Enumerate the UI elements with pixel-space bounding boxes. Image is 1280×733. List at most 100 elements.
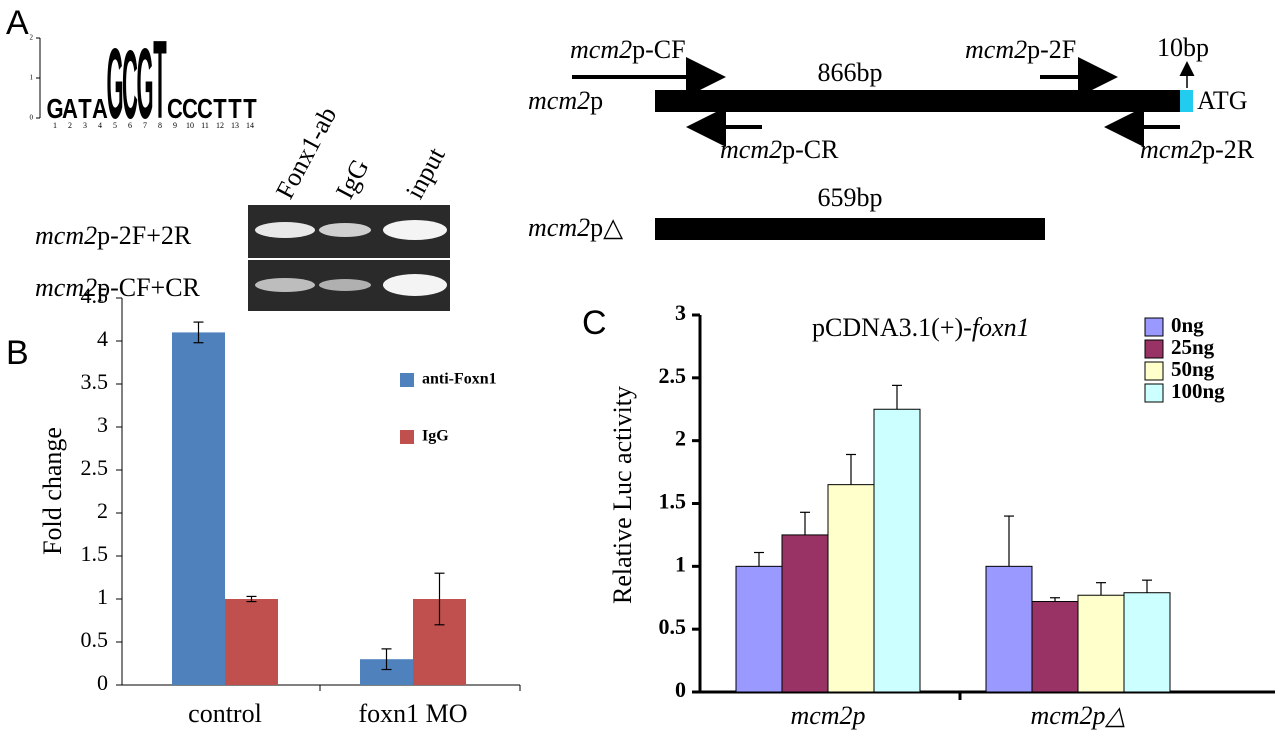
text-segment: pCDNA3.1(+)- — [812, 313, 972, 342]
text-segment: p — [590, 86, 603, 115]
x-tick-label: mcm2p — [790, 701, 865, 730]
text-segment: mcm2 — [35, 221, 97, 250]
length-label: 659bp — [818, 183, 883, 212]
lane-label: input — [400, 142, 451, 203]
text-segment: mcm2 — [570, 35, 632, 64]
bar — [225, 599, 278, 685]
promoter-bar — [655, 90, 1180, 112]
y-tick-label: 3 — [675, 300, 686, 325]
text-segment: foxn1 — [972, 313, 1030, 342]
gel-band — [319, 223, 371, 237]
text-segment: mcm2 — [1140, 135, 1202, 164]
legend-label: IgG — [422, 428, 449, 445]
text-segment: p△ — [590, 213, 623, 242]
logo-letter: C — [182, 94, 198, 125]
row-label: mcm2p-CF+CR — [35, 273, 201, 302]
y-tick-label: 1 — [97, 584, 108, 609]
text-segment: mcm2 — [35, 273, 97, 302]
legend-swatch — [400, 373, 414, 387]
legend-label: anti-Foxn1 — [422, 371, 497, 388]
bar — [985, 565, 1033, 693]
x-tick-label: control — [188, 699, 262, 728]
primer-label: mcm2p-2R — [1140, 135, 1255, 164]
logo-letter-group: G — [136, 28, 153, 140]
tick-label: 0 — [30, 114, 34, 122]
bar — [172, 332, 225, 685]
logo-letter: A — [62, 94, 78, 125]
position-label: 7 — [143, 121, 147, 130]
panel-label: B — [6, 334, 29, 372]
bar — [1077, 594, 1125, 693]
legend-swatch — [1144, 383, 1164, 403]
y-axis-label: Relative Luc activity — [608, 386, 637, 604]
legend-label: 25ng — [1171, 335, 1215, 359]
logo-letter: T — [213, 94, 227, 125]
logo-letter-group: C — [182, 94, 198, 125]
y-tick-label: 0 — [97, 670, 108, 695]
logo-letter: G — [106, 28, 123, 140]
logo-letter-group: T — [213, 94, 227, 125]
lane-label: IgG — [330, 154, 375, 203]
logo-letter: T — [78, 94, 92, 125]
legend-label: 0ng — [1171, 313, 1204, 337]
logo-letter: T — [153, 17, 166, 142]
logo-letter-group: G — [106, 28, 123, 140]
deletion-bar — [655, 218, 1045, 240]
length-label: 10bp — [1157, 33, 1209, 62]
text-segment: mcm2 — [528, 213, 590, 242]
text-segment: mcm2 — [720, 135, 782, 164]
logo-letter: T — [243, 94, 257, 125]
panel-label: C — [582, 304, 607, 342]
position-label: 2 — [68, 121, 72, 130]
logo-letter: C — [167, 94, 183, 125]
tick-label: 1 — [30, 74, 34, 82]
text-segment: p-2R — [1202, 135, 1255, 164]
position-label: 14 — [246, 121, 254, 130]
position-label: 13 — [231, 121, 239, 130]
logo-letter-group: T — [243, 94, 257, 125]
bar — [735, 565, 783, 693]
legend-label: 50ng — [1171, 357, 1215, 381]
panel-label: A — [6, 4, 29, 42]
y-axis-label: Fold change — [38, 427, 67, 555]
position-label: 10 — [186, 121, 194, 130]
logo-letter-group: C — [122, 30, 138, 139]
legend-swatch — [1144, 339, 1164, 359]
y-tick-label: 0.5 — [81, 627, 109, 652]
y-tick-label: 2.5 — [659, 363, 687, 388]
logo-letter: A — [92, 94, 108, 125]
position-label: 11 — [201, 121, 209, 130]
text-segment: mcm2 — [965, 35, 1027, 64]
bar — [1123, 592, 1171, 693]
logo-letter-group: C — [167, 94, 183, 125]
x-tick-label: mcm2p△ — [1030, 701, 1125, 730]
y-tick-label: 0.5 — [659, 614, 687, 639]
legend-swatch — [1144, 317, 1164, 337]
position-label: 1 — [53, 121, 57, 130]
y-tick-label: 2.5 — [81, 455, 109, 480]
start-codon: ATG — [1197, 86, 1248, 115]
primer-label: mcm2p-CR — [720, 135, 839, 164]
gel-band — [255, 278, 315, 292]
logo-letter: G — [46, 94, 63, 125]
position-label: 9 — [173, 121, 177, 130]
gel-band — [383, 274, 447, 296]
logo-letter-group: A — [92, 94, 108, 125]
legend-label: 100ng — [1171, 379, 1225, 403]
legend-swatch — [1144, 361, 1164, 381]
promoter-label: mcm2p△ — [528, 213, 623, 242]
logo-letter: C — [122, 30, 138, 139]
y-tick-label: 1.5 — [659, 489, 687, 514]
legend-title: pCDNA3.1(+)-foxn1 — [812, 313, 1030, 342]
promoter-label: mcm2p — [528, 86, 603, 115]
bar — [873, 408, 921, 693]
y-tick-label: 4.5 — [81, 283, 109, 308]
text-segment: p-CF — [632, 35, 685, 64]
logo-letter-group: A — [62, 94, 78, 125]
logo-letter-group: C — [197, 94, 213, 125]
position-label: 12 — [216, 121, 224, 130]
logo-letter-group: G — [46, 94, 63, 125]
y-tick-label: 3.5 — [81, 369, 109, 394]
logo-letter: C — [197, 94, 213, 125]
bar — [827, 484, 875, 693]
